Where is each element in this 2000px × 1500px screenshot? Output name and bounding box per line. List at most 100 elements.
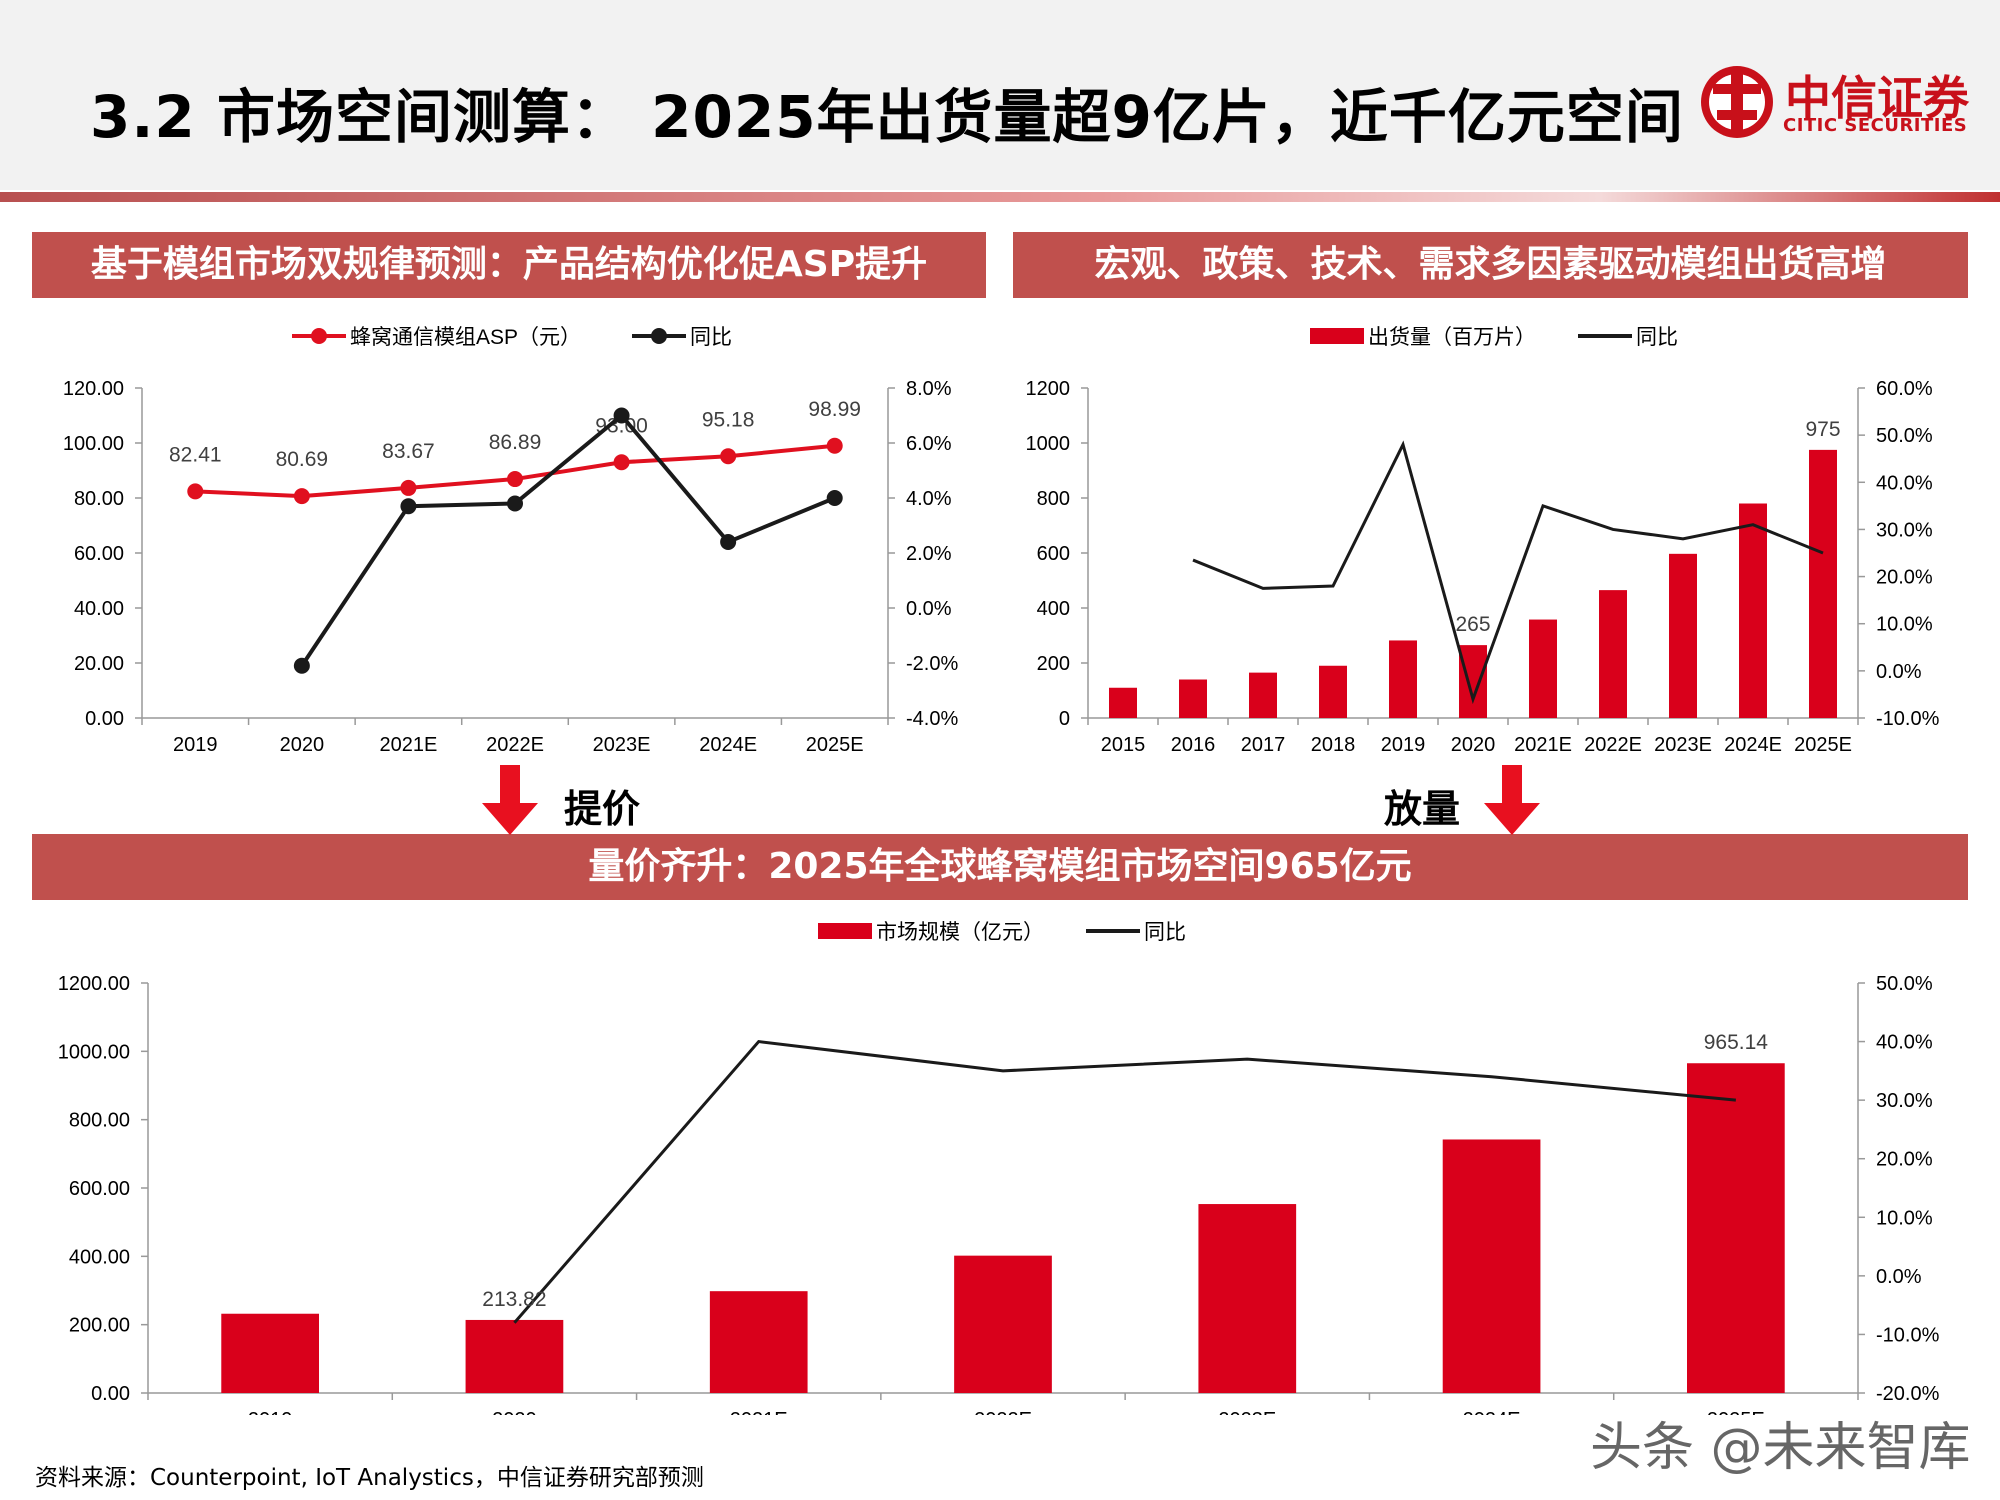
bar [954,1255,1052,1393]
x-tick-label: 2024E [1463,1409,1521,1415]
x-tick-label: 2025E [1794,734,1852,756]
banner-left: 基于模组市场双规律预测：产品结构优化促ASP提升 [32,232,986,298]
y-tick-label-right: 8.0% [906,378,952,400]
y-tick-label-left: 1200.00 [58,973,130,995]
data-point [400,498,417,515]
banner-right: 宏观、政策、技术、需求多因素驱动模组出货高增 [1013,232,1968,298]
bar [1599,590,1627,718]
data-label: 213.82 [482,1288,546,1311]
y-tick-label-left: 400.00 [69,1246,130,1268]
y-tick-label-right: 40.0% [1876,472,1933,494]
x-tick-label: 2025E [806,734,864,756]
x-tick-label: 2020 [1451,734,1496,756]
x-tick-label: 2024E [1724,734,1782,756]
series-line [300,412,836,667]
y-tick-label-left: 40.00 [74,598,124,620]
x-tick-label: 2020 [492,1409,537,1415]
x-tick-label: 2023E [593,734,651,756]
y-tick-label-right: 0.0% [1876,1266,1922,1288]
bar [1687,1063,1785,1393]
bar [1459,645,1487,718]
data-point [293,488,310,505]
x-tick-label: 2024E [699,734,757,756]
bar [465,1319,564,1393]
y-tick-label-left: 20.00 [74,653,124,675]
y-tick-label-right: 50.0% [1876,973,1933,995]
x-tick-label: 2023E [1218,1409,1276,1415]
x-tick-label: 2025E [1707,1409,1765,1415]
logo-text-en: CITIC SECURITIES [1783,115,1968,136]
down-arrow-icon [1484,765,1540,835]
y-tick-label-right: 60.0% [1876,378,1933,400]
x-tick-label: 2023E [1654,734,1712,756]
data-point [613,454,630,471]
y-tick-label-left: 120.00 [63,378,124,400]
y-tick-label-left: 800.00 [69,1110,130,1132]
data-label: 975 [1805,418,1840,441]
y-tick-label-right: 10.0% [1876,1207,1933,1229]
data-point [293,657,310,674]
data-label: 80.69 [276,448,329,471]
data-point [826,490,843,506]
legend-label: 同比 [690,326,732,349]
y-tick-label-right: 30.0% [1876,1090,1933,1112]
x-tick-label: 2022E [1584,734,1642,756]
y-tick-label-right: -10.0% [1876,1324,1940,1346]
y-tick-label-left: 600.00 [69,1178,130,1200]
y-tick-label-right: 20.0% [1876,1149,1933,1171]
x-tick-label: 2019 [1381,734,1426,756]
data-label: 86.89 [489,431,542,454]
y-tick-label-left: 1000 [1026,433,1071,455]
series-line [1192,440,1824,705]
data-label: 98.99 [808,398,861,421]
data-point [400,479,417,496]
x-tick-label: 2022E [974,1409,1032,1415]
y-tick-label-left: 0 [1059,708,1070,730]
y-tick-label-left: 60.00 [74,543,124,565]
legend-label: 市场规模（亿元） [876,921,1044,944]
bar [1739,503,1767,718]
x-tick-label: 2021E [730,1409,788,1415]
header-bar [0,0,2000,190]
bar [1179,679,1207,718]
page-title: 3.2 市场空间测算： 2025年出货量超9亿片，近千亿元空间 [90,83,1684,151]
data-point [507,471,523,488]
y-tick-label-right: 4.0% [906,488,952,510]
bar [1249,672,1277,718]
y-tick-label-right: 30.0% [1876,519,1933,541]
data-point [507,495,523,512]
data-point [720,534,737,550]
x-tick-label: 2018 [1311,734,1356,756]
y-tick-label-left: 800 [1037,488,1070,510]
y-tick-label-right: 20.0% [1876,567,1933,589]
source-note: 资料来源：Counterpoint, IoT Analystics，中信证券研究… [35,1465,704,1491]
bar [1198,1204,1297,1393]
y-tick-label-left: 1000.00 [58,1041,130,1063]
legend-marker [651,328,667,344]
down-arrow-icon [482,765,538,835]
arrow-label-volume: 放量 [1384,787,1461,831]
y-tick-label-right: 10.0% [1876,614,1933,636]
legend-label: 同比 [1636,326,1678,349]
legend-label: 蜂窝通信模组ASP（元） [350,326,581,349]
data-label: 265 [1455,613,1490,636]
legend-swatch [818,923,872,939]
legend-marker [311,328,327,344]
y-tick-label-right: -2.0% [906,653,958,675]
y-tick-label-left: 1200 [1026,378,1071,400]
data-point [720,448,737,465]
data-label: 95.18 [702,408,755,431]
watermark: 头条 @未来智库 [1590,1418,1971,1478]
shipment-chart: 0 200 400 600 800 1000 1200 -10.0% 0.0% 10.0% 20.0… [1026,326,1940,756]
y-tick-label-right: 6.0% [906,433,952,455]
y-tick-label-left: 600 [1037,543,1070,565]
x-tick-label: 2016 [1171,734,1216,756]
bar [1109,687,1137,718]
y-tick-label-right: -10.0% [1876,708,1940,730]
asp-chart: 0.00 20.00 40.00 60.00 80.00 100.00 120.00 -4.0… [63,326,959,756]
bar [221,1313,319,1393]
y-tick-label-right: -20.0% [1876,1383,1940,1405]
x-tick-label: 2017 [1241,734,1286,756]
x-tick-label: 2019 [248,1409,293,1415]
data-point [826,437,843,454]
